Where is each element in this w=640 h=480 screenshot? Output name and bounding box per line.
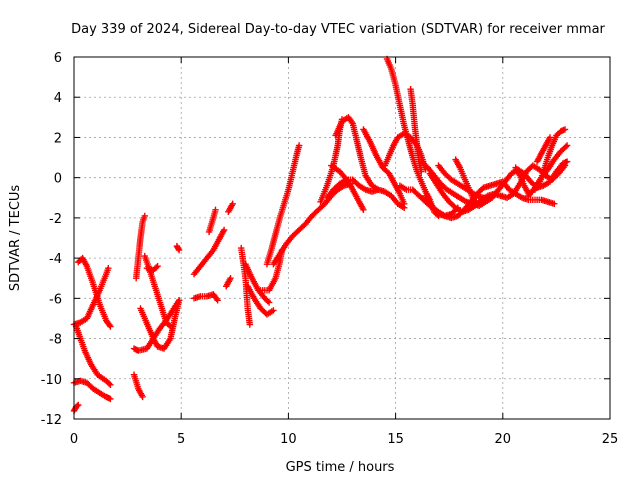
data-series-arc-t xyxy=(244,283,277,318)
data-series-arc-q xyxy=(225,200,236,216)
y-tick-label: -10 xyxy=(41,373,62,388)
data-series-arc-j xyxy=(130,371,146,401)
y-tick-label: -6 xyxy=(49,292,62,307)
data-marker-trail xyxy=(173,242,183,254)
data-series-arc-e xyxy=(70,401,82,415)
data-series-arc-p xyxy=(223,275,234,290)
data-series-arc-aa xyxy=(328,162,367,213)
data-marker-trail xyxy=(137,297,183,352)
data-series-arc-ao xyxy=(512,164,532,197)
data-marker-trail xyxy=(452,156,481,207)
data-marker-trail xyxy=(332,114,382,193)
data-series-arc-i xyxy=(137,297,183,352)
x-tick-label: 25 xyxy=(602,432,619,447)
y-axis-label: SDTVAR / TECUs xyxy=(8,185,23,292)
data-marker-trail xyxy=(223,275,234,290)
data-series-arc-aj xyxy=(452,156,481,207)
data-marker-trail xyxy=(75,254,114,330)
x-tick-label: 15 xyxy=(387,432,404,447)
data-series-arc-n xyxy=(190,291,221,304)
data-series-arc-k xyxy=(143,263,161,274)
data-series-arc-an xyxy=(533,134,554,165)
data-series-arc-z xyxy=(332,114,382,193)
data-marker-trail xyxy=(190,226,228,278)
data-marker-trail xyxy=(72,323,114,388)
data-series-arc-ab xyxy=(360,126,408,207)
y-tick-label: 0 xyxy=(54,172,62,187)
data-series-arc-ak xyxy=(422,192,461,220)
data-series-arc-o xyxy=(205,206,219,236)
x-tick-label: 10 xyxy=(280,432,297,447)
data-series-arc-ae xyxy=(381,130,429,173)
y-tick-label: 4 xyxy=(54,91,62,106)
data-marker-trail xyxy=(70,401,82,415)
data-marker-trail xyxy=(143,263,161,274)
y-tick-label: 6 xyxy=(54,51,62,66)
data-marker-trail xyxy=(130,371,146,401)
data-marker-trail xyxy=(512,164,532,197)
y-tick-label: 2 xyxy=(54,131,62,146)
y-tick-label: -12 xyxy=(41,413,62,428)
data-marker-trail xyxy=(328,162,367,213)
y-tick-label: -2 xyxy=(49,212,62,227)
data-series-arc-g xyxy=(132,212,148,282)
y-tick-label: -4 xyxy=(49,252,62,267)
data-marker-trail xyxy=(381,130,429,173)
data-marker-trail xyxy=(190,291,221,304)
x-axis-label: GPS time / hours xyxy=(286,460,395,475)
data-marker-trail xyxy=(263,142,303,268)
data-marker-trail xyxy=(244,283,277,318)
data-marker-trail xyxy=(422,192,461,220)
data-series-arc-m xyxy=(190,226,228,278)
y-tick-label: -8 xyxy=(49,333,62,348)
data-marker-trail xyxy=(242,260,273,306)
data-layer xyxy=(70,55,571,415)
data-marker-trail xyxy=(132,212,148,282)
x-tick-label: 0 xyxy=(70,432,78,447)
x-tick-label: 5 xyxy=(177,432,185,447)
data-series-arc-s xyxy=(242,260,273,306)
data-series-arc-c xyxy=(72,323,114,388)
data-marker-trail xyxy=(360,126,408,207)
x-tick-label: 20 xyxy=(495,432,512,447)
data-series-arc-w xyxy=(270,180,354,268)
data-marker-trail xyxy=(270,180,354,268)
data-marker-trail xyxy=(533,134,554,165)
data-series-arc-v xyxy=(263,142,303,268)
data-marker-trail xyxy=(205,206,219,236)
data-series-arc-b xyxy=(75,254,114,330)
plot-frame xyxy=(73,56,611,420)
data-series-arc-l xyxy=(173,242,183,254)
data-marker-trail xyxy=(225,200,236,216)
grid-layer xyxy=(74,57,610,419)
chart-title: Day 339 of 2024, Sidereal Day-to-day VTE… xyxy=(71,22,605,37)
